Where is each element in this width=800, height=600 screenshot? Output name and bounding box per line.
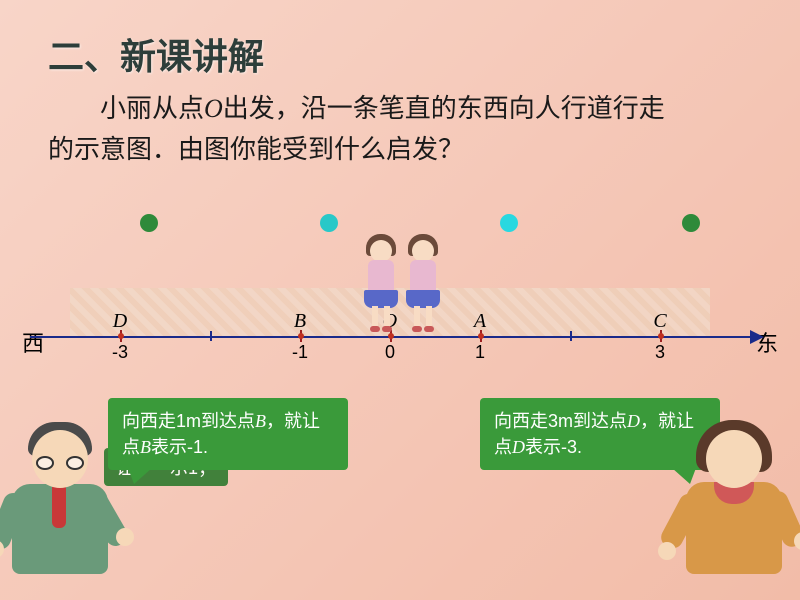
axis-point-dot [478,333,484,339]
origin-letter: O [204,94,223,123]
axis-arrow [750,330,764,344]
lesson-body: 小丽从点O出发，沿一条笔直的东西向人行道行走 的示意图．由图你能受到什么启发？ [48,88,752,170]
axis-point-dot [298,333,304,339]
bubble-text: B [255,411,266,431]
speech-bubble-left: 向西走1m到达点B，就让点B表示-1. [108,398,348,470]
axis-point-label: C [653,310,666,333]
axis-number: 3 [655,342,665,363]
axis-point-label: B [294,310,306,333]
teacher-female [662,420,800,600]
axis-point-dot [388,333,394,339]
section-title: 二、新课讲解 [48,28,264,80]
bubble-text: B [140,437,151,457]
direction-west: 西 [22,326,44,358]
axis-point-dot [658,333,664,339]
axis-tick [570,331,572,341]
axis-point-label: D [113,310,127,333]
bubble-text: 向西走1m到达点 [122,411,255,431]
bubble-text: D [627,411,640,431]
accent-dot [682,214,700,232]
accent-dot [500,214,518,232]
bubble-text: 向西走3m到达点 [494,411,627,431]
axis-number: 0 [385,342,395,363]
bubble-text: D [512,437,525,457]
girl-left [360,232,402,332]
girls-figure [360,232,444,332]
girl-right [402,232,444,332]
body-l1-suffix: 出发，沿一条笔直的东西向人行道行走 [223,93,665,123]
axis-point-dot [118,333,124,339]
axis-number: -1 [292,342,308,363]
axis-number: -3 [112,342,128,363]
accent-dot [140,214,158,232]
axis-number: 1 [475,342,485,363]
bubble-text: 表示-1. [151,437,208,457]
axis-tick [210,331,212,341]
teacher-male [0,420,138,600]
body-l2: 的示意图．由图你能受到什么启发？ [48,134,464,164]
body-l1-prefix: 小丽从点 [100,93,204,123]
bubble-text: 表示-3. [525,437,582,457]
axis-point-label: A [474,310,486,333]
accent-dot [320,214,338,232]
